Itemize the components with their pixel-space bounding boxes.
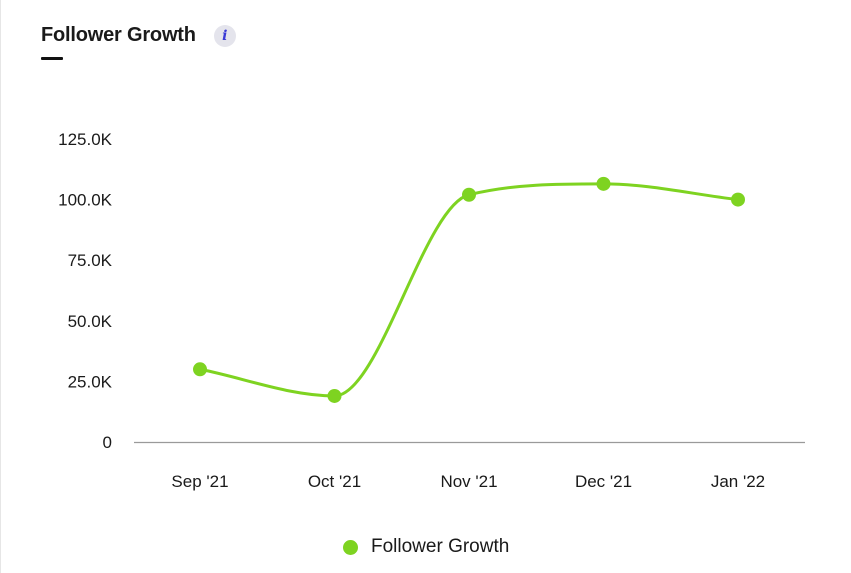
y-tick-label: 25.0K (68, 372, 113, 391)
data-point[interactable] (327, 388, 342, 403)
legend-label: Follower Growth (371, 536, 510, 557)
x-tick-label: Jan '22 (711, 472, 765, 491)
data-point[interactable] (731, 192, 745, 207)
y-tick-label: 100.0K (58, 191, 113, 210)
title-underline (41, 57, 63, 60)
legend-swatch (343, 539, 358, 555)
card-header: Follower Growth i (41, 24, 236, 47)
x-tick-label: Oct '21 (308, 472, 361, 491)
y-tick-label: 0 (103, 433, 112, 452)
y-tick-label: 75.0K (68, 251, 113, 270)
data-point[interactable] (596, 176, 611, 191)
y-tick-label: 50.0K (68, 312, 113, 331)
data-point[interactable] (193, 362, 207, 377)
y-tick-label: 125.0K (58, 130, 113, 149)
card-title: Follower Growth (41, 24, 196, 46)
series-line (198, 182, 740, 398)
x-tick-label: Nov '21 (440, 472, 497, 491)
x-tick-label: Sep '21 (171, 472, 228, 491)
x-tick-label: Dec '21 (575, 472, 632, 491)
legend-item-follower-growth[interactable]: Follower Growth (343, 536, 509, 558)
data-point[interactable] (462, 187, 476, 202)
info-icon[interactable]: i (213, 24, 236, 47)
